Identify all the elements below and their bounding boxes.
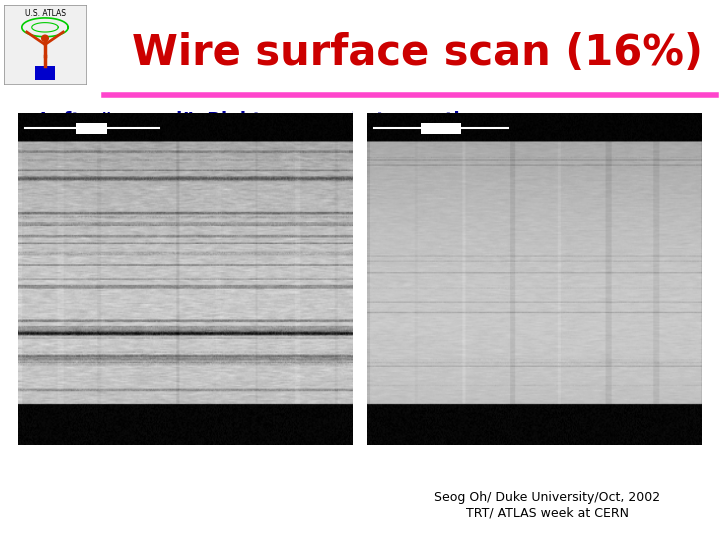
Text: • Left : “normal”. Right : somewhat smooth: • Left : “normal”. Right : somewhat smoo… — [22, 111, 466, 129]
Text: Wire surface scan (16%): Wire surface scan (16%) — [132, 32, 703, 75]
Bar — [35, 66, 55, 80]
Text: ~0.3μm: ~0.3μm — [421, 123, 460, 133]
Bar — [353, 108, 371, 448]
Text: Seog Oh/ Duke University/Oct, 2002
TRT/ ATLAS week at CERN: Seog Oh/ Duke University/Oct, 2002 TRT/ … — [434, 491, 660, 519]
Circle shape — [42, 35, 48, 42]
Text: U.S. ATLAS: U.S. ATLAS — [24, 9, 66, 18]
Text: ~1μm: ~1μm — [76, 123, 107, 133]
